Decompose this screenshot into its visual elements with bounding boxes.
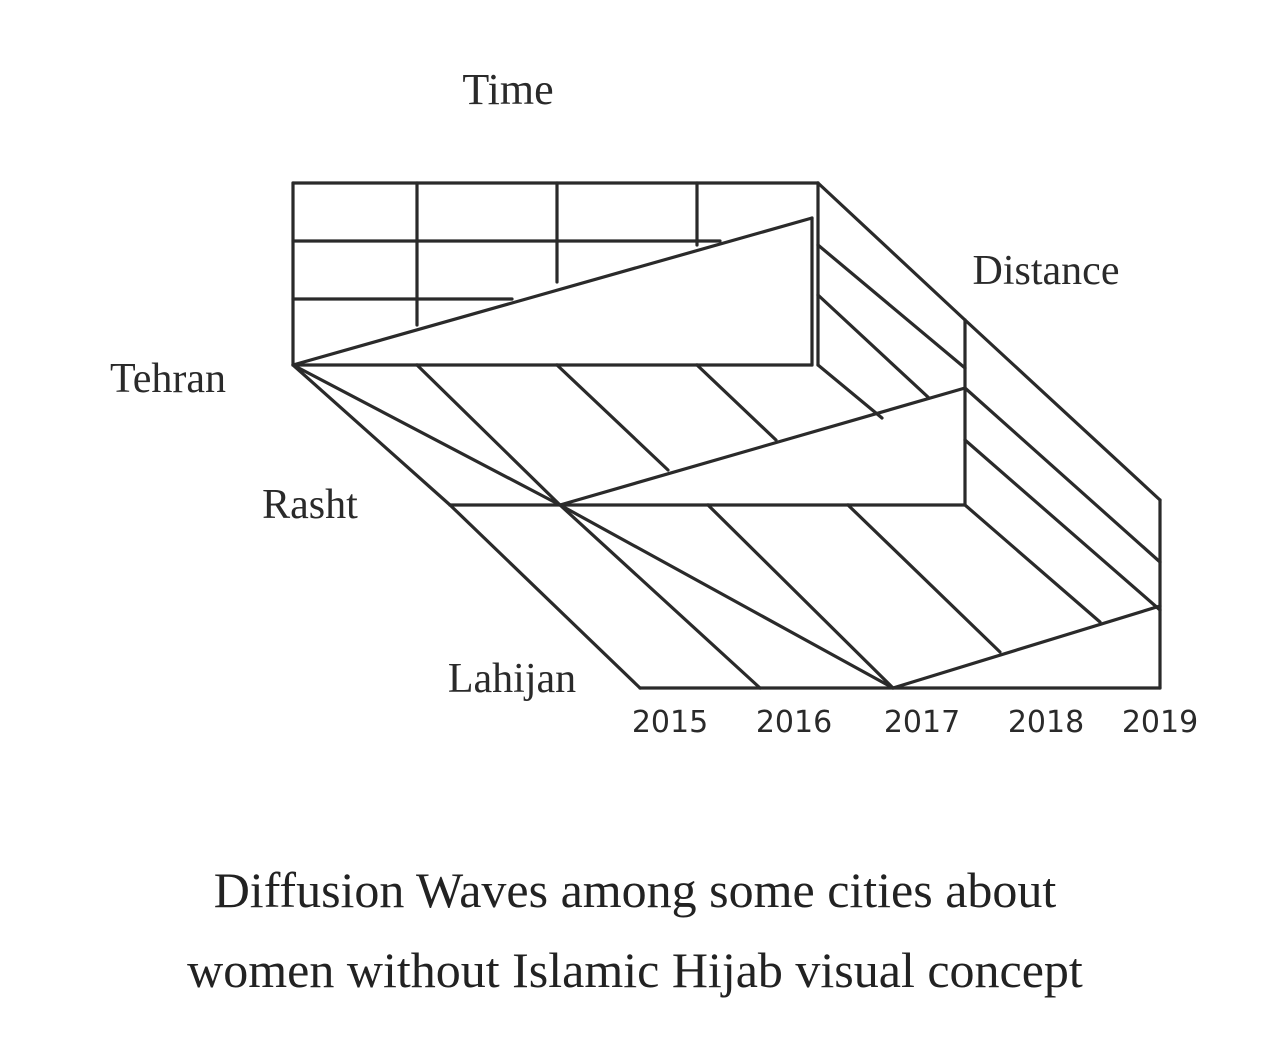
year-label-2017: 2017 [884,705,960,740]
time-axis-label: Time [462,65,553,114]
wave-lahijan [638,498,1162,690]
floor-tehran-rasht [291,181,967,507]
wave-tehran [291,216,814,367]
year-label-2019: 2019 [1122,705,1198,740]
caption-line-1: Diffusion Waves among some cities about [213,862,1057,918]
figure-caption: Diffusion Waves among some cities about … [0,850,1270,1010]
caption-line-2: women without Islamic Hijab visual conce… [187,942,1083,998]
city-label-tehran: Tehran [110,356,226,402]
year-label-2016: 2016 [756,705,832,740]
year-label-2015: 2015 [632,705,708,740]
city-label-rasht: Rasht [262,482,358,528]
year-label-2018: 2018 [1008,705,1084,740]
city-label-lahijan: Lahijan [448,656,576,702]
wave-rasht [448,318,967,507]
back-wall-grid [291,181,820,367]
floor-rasht-lahijan [448,318,1162,690]
distance-axis-label: Distance [973,248,1120,294]
